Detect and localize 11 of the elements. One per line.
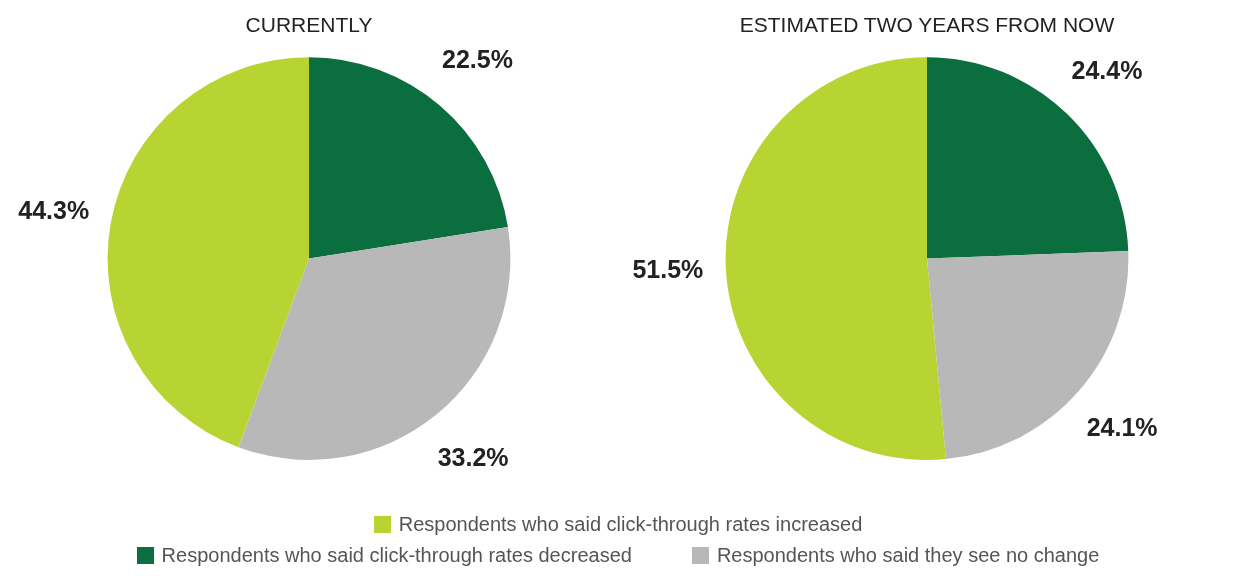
data-label: 24.4% <box>1071 55 1143 84</box>
chart-title: ESTIMATED TWO YEARS FROM NOW <box>739 13 1115 37</box>
legend-label: Respondents who said they see no change <box>716 544 1100 567</box>
data-label: 51.5% <box>632 254 704 283</box>
data-label: 33.2% <box>437 443 509 472</box>
data-label: 44.3% <box>18 196 90 225</box>
data-label: 22.5% <box>442 45 513 74</box>
data-label: 24.1% <box>1086 413 1158 442</box>
legend-label: Respondents who said click-through rates increased <box>398 513 863 536</box>
legend-label: Respondents who said click-through rates decreased <box>161 544 632 567</box>
chart-title: CURRENTLY <box>245 13 373 37</box>
